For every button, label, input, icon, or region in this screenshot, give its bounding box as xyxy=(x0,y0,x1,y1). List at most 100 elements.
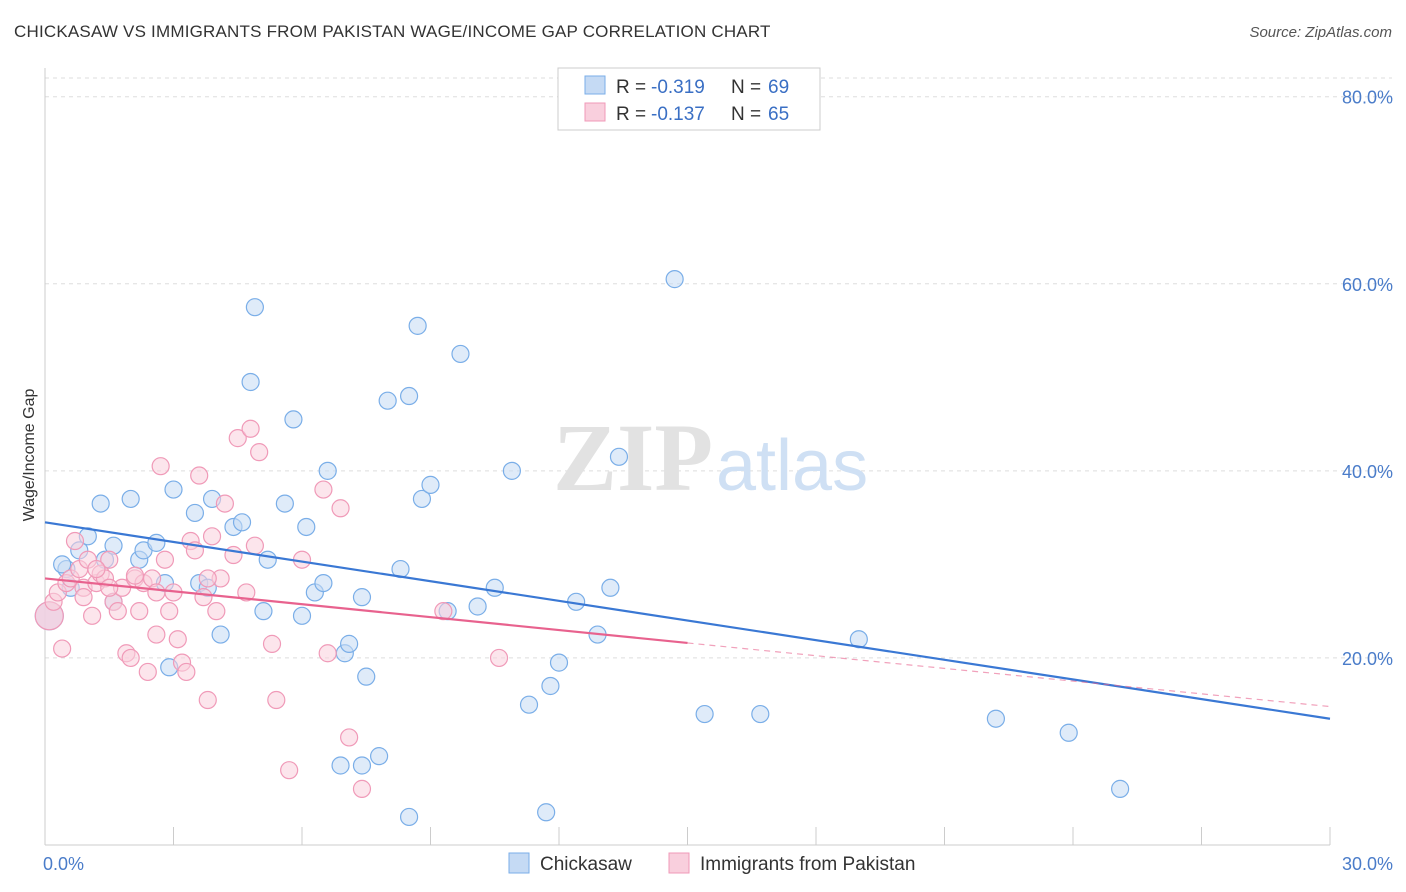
point-pakistan-28 xyxy=(160,602,179,621)
point-pakistan-64 xyxy=(147,583,166,602)
data-points xyxy=(34,270,1130,827)
point-pakistan-35 xyxy=(190,466,209,485)
point-chickasaw-21 xyxy=(211,625,230,644)
point-chickasaw-65 xyxy=(1111,779,1130,798)
point-chickasaw-43 xyxy=(408,316,427,335)
trend-line-chickasaw xyxy=(44,521,1331,720)
point-pakistan-25 xyxy=(147,625,166,644)
point-chickasaw-10 xyxy=(121,489,140,509)
point-chickasaw-17 xyxy=(185,503,205,523)
y-tick-label-3: 80.0% xyxy=(1342,88,1393,108)
tick-labels: 20.0% 40.0% 60.0% 80.0% 0.0% 30.0% xyxy=(43,88,1393,874)
stats-legend-swatch-chickasaw xyxy=(584,75,606,95)
point-pakistan-10 xyxy=(83,606,102,625)
point-chickasaw-38 xyxy=(357,667,376,686)
point-chickasaw-34 xyxy=(318,461,337,480)
point-pakistan-41 xyxy=(215,494,234,513)
series-legend-label-pakistan: Immigrants from Pakistan xyxy=(700,854,915,875)
stats-legend-r-label-2: R = xyxy=(616,104,646,125)
point-chickasaw-53 xyxy=(541,676,560,696)
stats-legend-r-value-1: -0.319 xyxy=(651,77,705,98)
series-legend-label-chickasaw: Chickasaw xyxy=(540,854,632,875)
point-chickasaw-50 xyxy=(502,461,521,480)
point-chickasaw-64 xyxy=(1059,723,1078,742)
point-pakistan-27 xyxy=(155,550,175,569)
point-chickasaw-23 xyxy=(232,513,252,532)
point-chickasaw-33 xyxy=(314,573,333,593)
point-chickasaw-13 xyxy=(147,533,166,552)
point-chickasaw-67 xyxy=(399,807,419,827)
point-pakistan-53 xyxy=(318,644,337,663)
point-chickasaw-16 xyxy=(164,480,183,499)
series-legend-swatch-pakistan xyxy=(668,852,690,874)
point-pakistan-21 xyxy=(130,602,149,621)
point-pakistan-26 xyxy=(151,457,170,476)
point-pakistan-61 xyxy=(87,559,106,579)
point-chickasaw-45 xyxy=(421,475,440,494)
trend-line-extension-pakistan xyxy=(687,642,1331,708)
point-pakistan-48 xyxy=(262,634,282,653)
point-pakistan-56 xyxy=(340,728,359,747)
point-pakistan-36 xyxy=(194,588,213,607)
point-chickasaw-57 xyxy=(601,578,620,597)
point-chickasaw-26 xyxy=(254,602,273,621)
point-pakistan-38 xyxy=(202,527,222,546)
point-chickasaw-27 xyxy=(258,550,277,569)
point-pakistan-60 xyxy=(125,566,145,585)
point-pakistan-23 xyxy=(138,662,157,682)
stats-legend-swatch-pakistan xyxy=(584,102,606,122)
point-pakistan-58 xyxy=(489,648,509,668)
point-chickasaw-42 xyxy=(399,386,419,406)
stats-legend-n-value-1: 69 xyxy=(768,77,789,98)
point-chickasaw-60 xyxy=(695,704,714,724)
stats-legend-r-label-1: R = xyxy=(616,77,646,98)
point-chickasaw-58 xyxy=(609,447,629,466)
point-chickasaw-30 xyxy=(292,606,312,625)
point-chickasaw-36 xyxy=(340,634,359,653)
point-chickasaw-40 xyxy=(378,391,397,410)
point-pakistan-32 xyxy=(177,662,196,682)
stats-legend: R = -0.319 N = 69 R = -0.137 N = 65 xyxy=(557,67,821,131)
chart-source: Source: ZipAtlas.com xyxy=(1249,24,1392,41)
point-pakistan-63 xyxy=(198,569,217,588)
point-chickasaw-48 xyxy=(468,597,487,616)
chart-title: CHICKASAW VS IMMIGRANTS FROM PAKISTAN WA… xyxy=(14,22,771,41)
point-pakistan-30 xyxy=(168,630,187,649)
stats-legend-r-value-2: -0.137 xyxy=(651,104,705,125)
point-pakistan-46 xyxy=(245,536,264,555)
point-pakistan-54 xyxy=(331,499,350,518)
point-pakistan-43 xyxy=(228,429,247,448)
point-pakistan-62 xyxy=(74,588,93,607)
point-chickasaw-54 xyxy=(549,653,569,672)
point-chickasaw-28 xyxy=(275,494,294,513)
point-chickasaw-68 xyxy=(331,756,350,775)
point-chickasaw-61 xyxy=(751,704,770,724)
point-chickasaw-66 xyxy=(352,756,372,775)
watermark-atlas: atlas xyxy=(716,426,868,506)
stats-legend-n-label-2: N = xyxy=(731,104,761,125)
y-tick-label-1: 40.0% xyxy=(1342,462,1393,482)
y-tick-label-0: 20.0% xyxy=(1342,649,1393,669)
watermark: ZIP atlas xyxy=(553,404,868,511)
point-pakistan-45 xyxy=(241,419,260,438)
point-pakistan-52 xyxy=(314,480,333,499)
point-chickasaw-47 xyxy=(451,344,470,364)
point-pakistan-16 xyxy=(108,602,127,621)
point-pakistan-39 xyxy=(207,602,226,621)
stats-legend-n-value-2: 65 xyxy=(768,104,789,125)
series-legend: Chickasaw Immigrants from Pakistan xyxy=(508,852,915,875)
grid-lines xyxy=(45,77,1392,659)
point-chickasaw-52 xyxy=(537,803,556,822)
point-chickasaw-6 xyxy=(91,494,110,513)
point-pakistan-3 xyxy=(53,639,72,658)
x-tick-label-1: 30.0% xyxy=(1342,854,1393,874)
point-chickasaw-39 xyxy=(370,747,389,766)
point-pakistan-49 xyxy=(267,690,286,710)
point-pakistan-57 xyxy=(434,602,453,621)
point-chickasaw-59 xyxy=(665,270,684,289)
point-chickasaw-29 xyxy=(284,410,303,429)
point-chickasaw-25 xyxy=(245,298,264,317)
point-chickasaw-3 xyxy=(53,555,72,574)
point-pakistan-59 xyxy=(100,578,119,597)
